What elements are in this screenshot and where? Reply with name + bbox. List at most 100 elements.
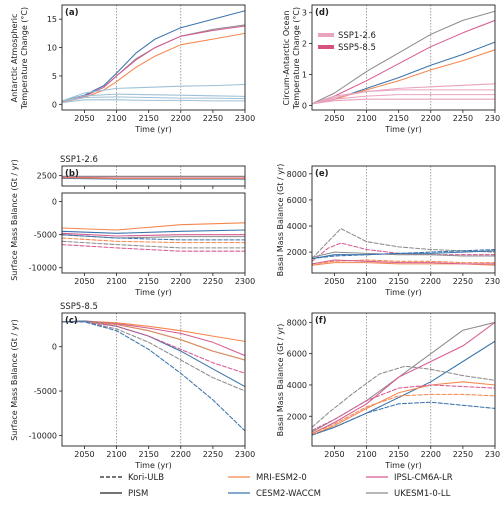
series-line-mri-esm2-0-kori-ulb [62,237,245,244]
panel-c: 2050 2100 2150 2200 2250 2300 -10000 -5000 0 (c) S… [10,302,255,470]
series-group [312,321,495,436]
series-line-ipsl-cm6a-lr-kori-ulb [312,384,495,431]
series-line-ukesm1-0-ll-kori-ulb [312,365,495,428]
series-line-cesm2-waccm-pism [62,229,245,234]
x-tick-label: 2200 [421,450,441,459]
y-tick-label: -10000 [29,264,57,273]
series-line-ipsl-cm6a-lr-kori-ulb [62,244,245,252]
y-axis-label: Temperature Change (°C) [292,7,301,110]
y-tick-label: 4000 [287,381,307,390]
x-tick-label: 2050 [74,450,94,459]
x-tick-label: 2050 [324,277,344,286]
y-axis-label: Circum-Antarctic Ocean [282,11,291,106]
x-tick-label: 2100 [106,114,126,123]
y-tick-label: 0 [52,100,57,109]
panel-e: 2050 2100 2150 2200 2250 2300 2000 4000 6000 8000… [276,164,500,297]
legend-label: UKESM1-0-LL [394,489,451,499]
x-axis-label: Time (yr) [384,461,421,470]
y-axis-label: Temperature Change (°C) [20,7,29,110]
x-tick-label: 2200 [171,450,191,459]
x-tick-label: 2050 [74,114,94,123]
series-group [312,10,495,105]
x-tick-label: 2200 [421,114,441,123]
x-tick-label: 2150 [389,277,409,286]
legend-label: IPSL-CM6A-LR [394,473,453,483]
series-group [62,320,245,432]
panel-d: 2050 2100 2150 2200 2250 2300 0 1 2 3 (d) Time (yr)… [282,4,500,134]
series-line-mri-esm2-0-kori-ulb [62,321,245,361]
y-tick-label: 5 [52,72,57,81]
series-group [312,228,495,266]
x-axis-label: Time (yr) [384,288,421,297]
y-axis-label: Surface Mass Balance (Gt / yr) [10,159,19,281]
panel-label: (a) [65,8,79,18]
y-axis-label: Basal Mass Balance (Gt / yr) [276,164,285,277]
series-line-ipsl-cm6a-lr-pism [312,259,495,265]
x-tick-label: 2100 [106,450,126,459]
x-tick-label: 2200 [421,277,441,286]
x-axis-label: Time (yr) [134,461,171,470]
y-tick-label: 8000 [287,170,307,179]
y-tick-label: 6000 [287,350,307,359]
panel-label: (b) [65,169,79,179]
series-line-mri-esm2-0-ssp1-2.6 [62,177,245,179]
series-line-mri-esm2-0-ssp1-2.6 [312,98,495,105]
x-axis-label: Time (yr) [134,125,171,134]
y-tick-label: 6000 [287,196,307,205]
series-line-cesm2-waccm-pism [62,320,245,388]
x-axis-label: Time (yr) [134,288,171,297]
y-tick-label: 2500 [37,172,57,181]
legend-label: CESM2-WACCM [256,489,321,499]
series-line-ipsl-cm6a-lr-ssp1-2.6 [312,94,495,105]
x-tick-label: 2050 [74,277,94,286]
legend-label: PISM [128,489,148,499]
scenario-title: SSP5-8.5 [60,302,98,312]
x-tick-label: 2100 [356,450,376,459]
panel-b_inset: 2050 2100 2150 2200 2250 2300 -10000 -5000 0 Time… [29,192,255,297]
scenario-title: SSP1-2.6 [60,155,98,165]
x-tick-label: 2100 [356,277,376,286]
series-line-ukesm1-0-ll-ssp5-8.5 [312,10,495,105]
x-tick-label: 2300 [235,450,255,459]
legend: Kori-ULB PISM MRI-ESM2-0 CESM2-WACCM IPSL-CM… [100,473,453,499]
series-line-cesm2-waccm-kori-ulb [312,401,495,436]
series-line-mri-esm2-0-pism [62,222,245,231]
y-tick-label: 2 [302,40,307,49]
series-line-cesm2-waccm-ssp1-2.6 [62,177,245,180]
x-tick-label: 2250 [453,114,473,123]
y-tick-label: 4000 [287,222,307,231]
y-tick-label: -10000 [29,431,57,440]
plot-frame [311,4,496,111]
panel-label: (c) [65,316,78,326]
series-group [62,175,245,180]
x-tick-label: 2250 [203,277,223,286]
x-tick-label: 2150 [139,114,159,123]
y-axis-label: Basal Mass Balance (Gt / yr) [276,324,285,437]
y-tick-label: 2000 [287,412,307,421]
y-tick-label: -5000 [34,387,57,396]
x-tick-label: 2200 [171,277,191,286]
series-line-mri-esm2-0-kori-ulb [312,259,495,265]
y-tick-label: 0 [52,343,57,352]
series-line-ipsl-cm6a-lr-ssp5-8.5 [62,25,245,103]
panel-b: 2500 (b) SSP1-2.6 Surface Mass Balance (Gt … [10,155,246,281]
series-line-ipsl-cm6a-lr-pism [312,321,495,435]
x-tick-label: 2100 [356,114,376,123]
y-tick-label: 2000 [287,248,307,257]
series-line-ukesm1-0-ll-ssp1-2.6 [312,89,495,105]
series-line-cesm2-waccm-kori-ulb [62,321,245,432]
series-line-ipsl-cm6a-lr-kori-ulb [312,242,495,262]
series-line-ukesm1-0-ll-kori-ulb [62,240,245,249]
series-line-ukesm1-0-ll-pism [312,321,495,433]
series-line-cesm2-waccm-ssp1-2.6 [62,83,245,102]
plot-frame [61,192,246,274]
panel-a: 2050 2100 2150 2200 2250 2300 0 5 10 15 (a) Time (y… [10,4,255,134]
y-tick-label: 1 [302,70,307,79]
plot-frame [311,312,496,447]
panel-f: 2050 2100 2150 2200 2250 2300 2000 4000 6000 8000… [276,312,500,470]
x-tick-label: 2300 [235,277,255,286]
legend-label: SSP5-8.5 [338,43,376,53]
series-line-cesm2-waccm-ssp1-2.6 [312,83,495,105]
legend-label: Kori-ULB [128,473,164,483]
